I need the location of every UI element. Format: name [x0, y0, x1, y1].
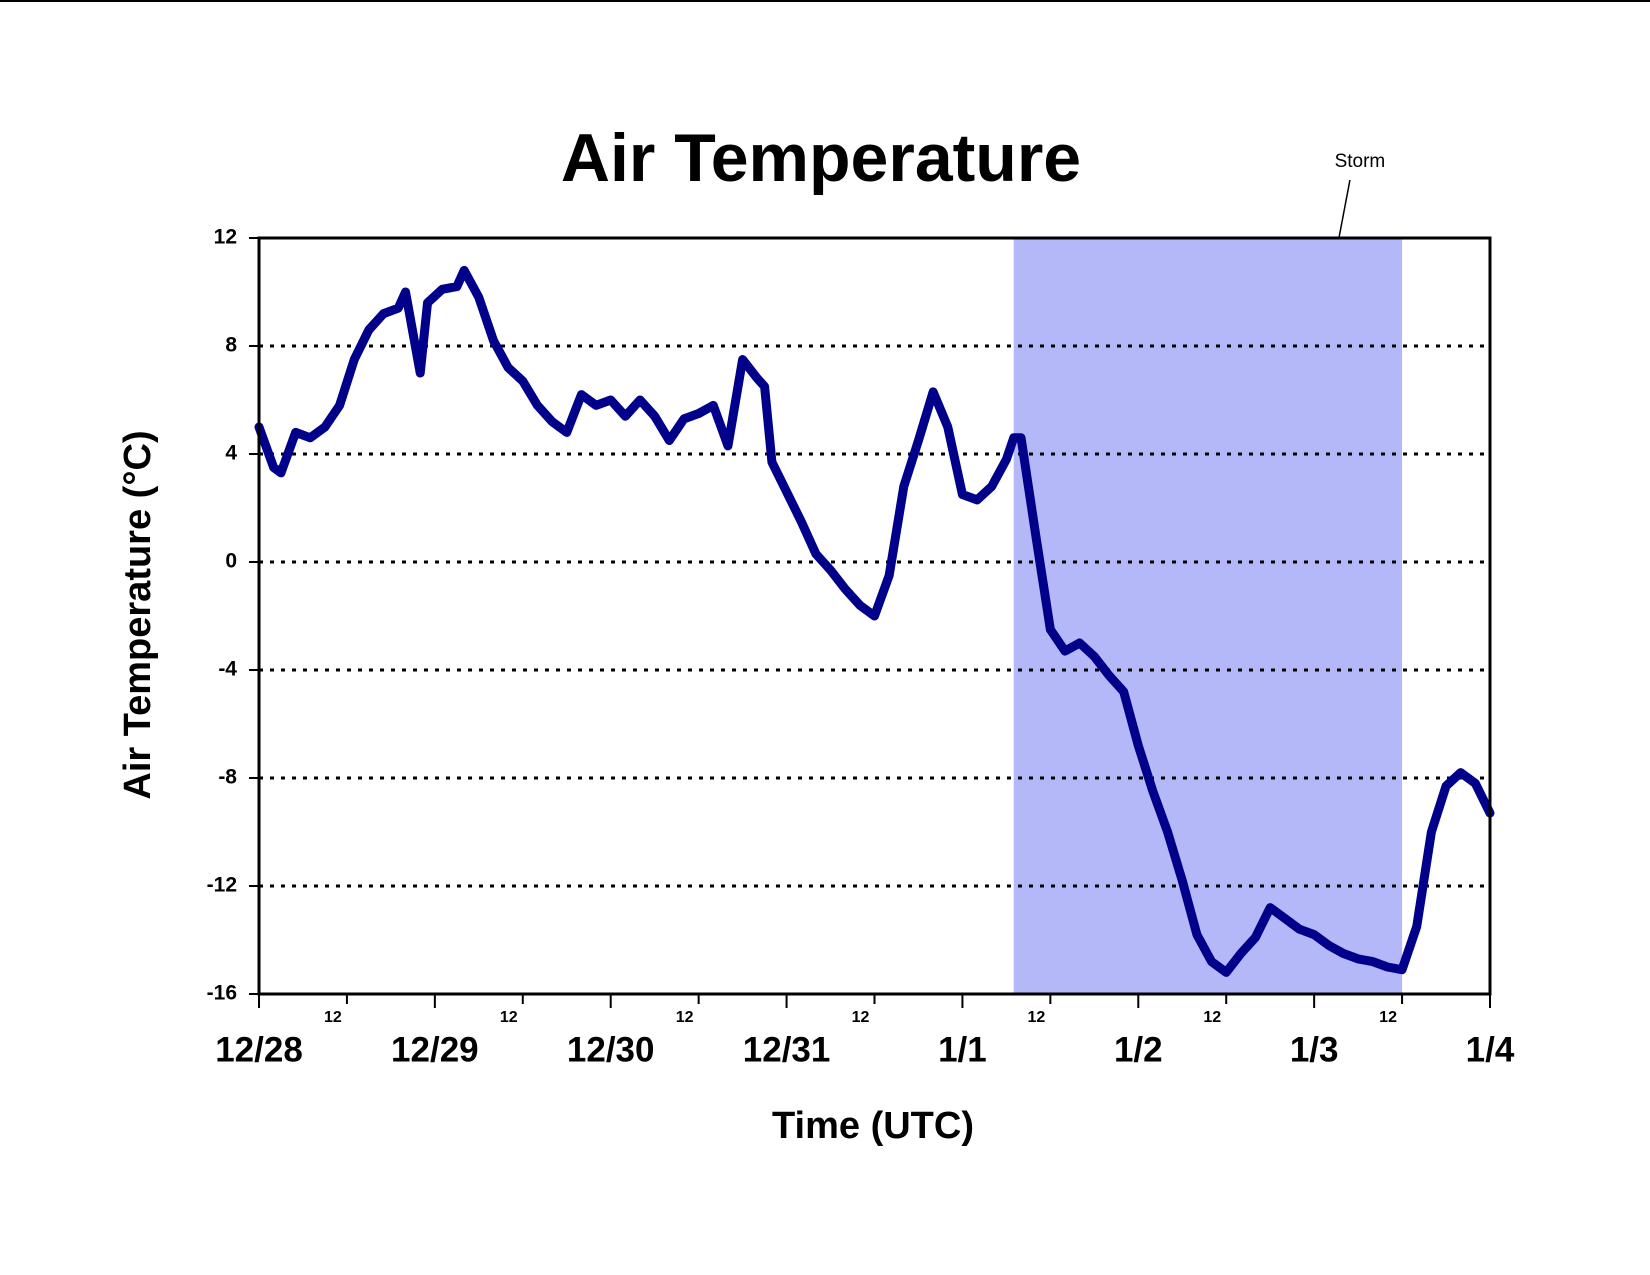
y-tick-label: -4: [218, 658, 237, 681]
x-tick-label: 1/2: [1114, 1030, 1163, 1069]
y-tick-label: 8: [225, 334, 237, 357]
x-minor-tick-label: 12: [1379, 1009, 1397, 1026]
x-minor-tick-label: 12: [324, 1009, 342, 1026]
x-tick-label: 12/29: [391, 1030, 479, 1069]
x-minor-tick-label: 12: [852, 1009, 870, 1026]
temperature-line: [254, 265, 1495, 977]
x-minor-tick-label: 12: [500, 1009, 518, 1026]
y-tick-label: 4: [225, 442, 237, 465]
y-tick-label: 0: [225, 550, 237, 573]
y-tick-label: -8: [218, 766, 237, 789]
x-minor-tick-label: 12: [1027, 1009, 1045, 1026]
y-tick-label: -16: [207, 982, 237, 1005]
chart-title: Air Temperature: [561, 120, 1081, 196]
x-tick-label: 12/31: [743, 1030, 831, 1069]
x-tick-label: 1/3: [1290, 1030, 1339, 1069]
storm-span: [1013, 238, 1403, 994]
x-axis-title: Time (UTC): [772, 1105, 974, 1147]
x-tick-label: 12/28: [215, 1030, 303, 1069]
y-axis-title: Air Temperature (°C): [117, 430, 159, 799]
y-tick-label: -12: [207, 874, 237, 897]
annotation-leader: [1338, 179, 1351, 239]
x-tick-label: 12/30: [567, 1030, 655, 1069]
y-tick-label: 12: [214, 226, 237, 249]
x-minor-tick-label: 12: [1203, 1009, 1221, 1026]
annotation: Storm: [1335, 151, 1386, 172]
x-minor-tick-label: 12: [676, 1009, 694, 1026]
x-tick-label: 1/1: [938, 1030, 987, 1069]
x-tick-label: 1/4: [1466, 1030, 1515, 1069]
plot-frame: [257, 236, 1492, 996]
